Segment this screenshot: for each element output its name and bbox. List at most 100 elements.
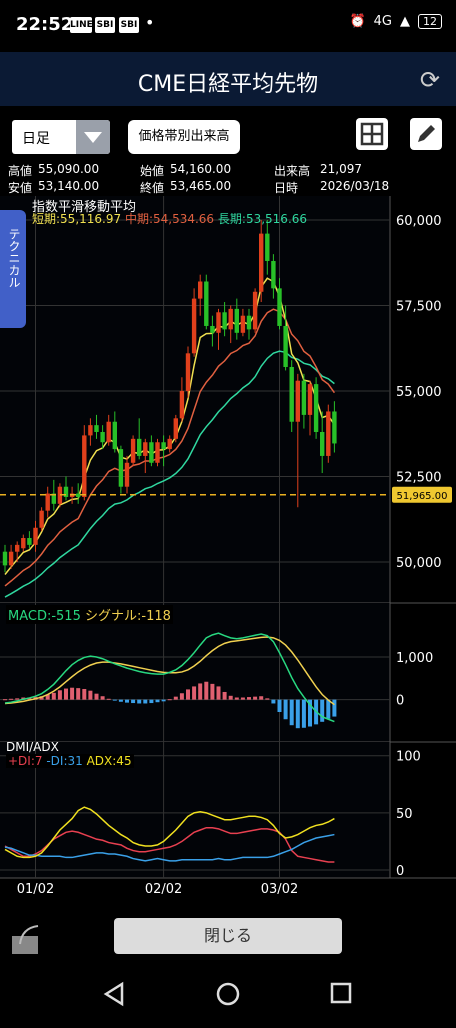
volume-profile-button[interactable]: 価格帯別出来高 <box>128 120 240 154</box>
y-tick-label: 0 <box>396 864 404 879</box>
macd-histogram-bar <box>179 693 184 700</box>
drawing-tool-icon[interactable] <box>8 922 48 958</box>
macd-histogram-bar <box>9 698 14 700</box>
volume-value: 21,097 <box>320 162 362 176</box>
ma-legend: 短期:55,116.97 中期:54,534.66 長期:53,516.66 <box>32 210 307 227</box>
candle-body <box>76 493 81 497</box>
macd-histogram-bar <box>3 699 7 701</box>
candle-body <box>307 384 313 415</box>
volume-label: 出来高 <box>274 164 311 178</box>
macd-histogram-bar <box>125 699 129 703</box>
macd-histogram-bar <box>326 699 331 719</box>
candle-body <box>161 442 166 450</box>
grid-icon <box>360 122 384 146</box>
candle-body <box>295 380 300 422</box>
date-value: 2026/03/18 <box>320 179 390 193</box>
candle-body <box>283 325 288 368</box>
candle-body <box>149 442 154 463</box>
candle-body <box>277 288 282 326</box>
open-value: 54,160.00 <box>170 162 232 176</box>
high-value: 55,090.00 <box>38 162 100 176</box>
macd-histogram-bar <box>204 681 209 700</box>
candle-body <box>100 431 105 443</box>
dmi-legend: +DI:7 -DI:31 ADX:45 <box>6 754 134 768</box>
notification-dot: • <box>145 13 155 32</box>
macd-histogram-bar <box>228 695 233 700</box>
candle-body <box>51 493 56 504</box>
macd-histogram-bar <box>106 698 111 700</box>
page-title: CME日経平均先物 <box>137 72 319 97</box>
status-bar: 22:52 LINE SBI SBI • ⏰ 4G ▲ 12 <box>0 0 456 52</box>
macd-histogram-bar <box>70 687 75 700</box>
macd-histogram-bar <box>271 699 276 704</box>
macd-histogram-bar <box>277 699 282 712</box>
grid-layout-button[interactable] <box>356 118 388 150</box>
macd-histogram-bar <box>100 696 105 700</box>
y-tick-label: 60,000 <box>396 214 442 229</box>
app-header: CME日経平均先物 ⟳ <box>0 52 456 106</box>
home-icon[interactable] <box>216 982 240 1006</box>
candle-body <box>289 367 294 422</box>
y-tick-label: 55,000 <box>396 385 442 400</box>
macd-histogram-bar <box>161 699 166 702</box>
macd-histogram-bar <box>82 688 87 700</box>
draw-button[interactable] <box>410 118 442 150</box>
macd-histogram-bar <box>234 697 239 700</box>
ma-mid: 中期:54,534.66 <box>124 212 215 226</box>
candle-body <box>106 421 111 443</box>
macd-histogram-bar <box>301 699 306 728</box>
macd-histogram-bar <box>259 696 264 700</box>
recents-icon[interactable] <box>330 982 352 1004</box>
candle-body <box>88 425 93 436</box>
macd-histogram-bar <box>112 699 117 701</box>
battery-icon: 12 <box>418 14 442 29</box>
chevron-down-icon[interactable] <box>76 120 110 154</box>
date-label: 日時 <box>274 181 299 195</box>
pencil-icon <box>418 125 435 142</box>
candle-body <box>240 315 246 333</box>
back-icon[interactable] <box>103 981 124 1007</box>
macd-legend: MACD:-515 シグナル:-118 <box>6 605 173 624</box>
candle-body <box>332 411 337 444</box>
x-tick-label: 02/02 <box>145 882 182 897</box>
y-tick-label: 57,500 <box>396 299 442 314</box>
macd-histogram-bar <box>76 688 81 700</box>
close-button[interactable]: 閉じる <box>114 918 342 954</box>
plus-di-value: +DI:7 <box>8 754 43 768</box>
macd-histogram-bar <box>186 689 190 700</box>
candle-body <box>130 438 136 463</box>
technical-tab[interactable]: テクニカル <box>0 210 26 328</box>
sbi-notification-icon: SBI <box>119 17 139 33</box>
macd-histogram-bar <box>253 696 258 700</box>
current-price-label: 51,965.00 <box>397 491 448 502</box>
macd-histogram-bar <box>155 699 160 703</box>
candle-body <box>204 281 209 326</box>
candle-body <box>2 551 8 566</box>
macd-histogram-bar <box>216 686 221 700</box>
dmi-title: DMI/ADX <box>6 740 59 754</box>
candle-body <box>137 438 142 456</box>
candle-body <box>313 384 319 432</box>
candle-body <box>191 298 197 354</box>
refresh-icon[interactable]: ⟳ <box>419 66 440 94</box>
network-type: 4G <box>373 14 392 29</box>
high-label: 高値 <box>8 164 33 178</box>
signal-value: シグナル:-118 <box>85 609 171 624</box>
macd-histogram-bar <box>283 699 288 720</box>
macd-histogram-bar <box>289 699 294 726</box>
x-tick-label: 01/02 <box>17 882 54 897</box>
current-price-badge <box>392 486 452 503</box>
macd-histogram-bar <box>57 690 62 700</box>
candle-body <box>167 438 172 450</box>
candle-body <box>39 510 44 528</box>
candle-body <box>15 544 20 552</box>
candle-body <box>271 260 276 289</box>
alarm-icon: ⏰ <box>349 14 366 29</box>
macd-histogram-bar <box>332 699 337 717</box>
macd-histogram-bar <box>64 688 68 700</box>
candle-body <box>234 308 239 333</box>
period-select[interactable]: 日足 <box>12 120 110 154</box>
macd-histogram-bar <box>240 697 245 700</box>
y-tick-label: 0 <box>396 694 404 709</box>
